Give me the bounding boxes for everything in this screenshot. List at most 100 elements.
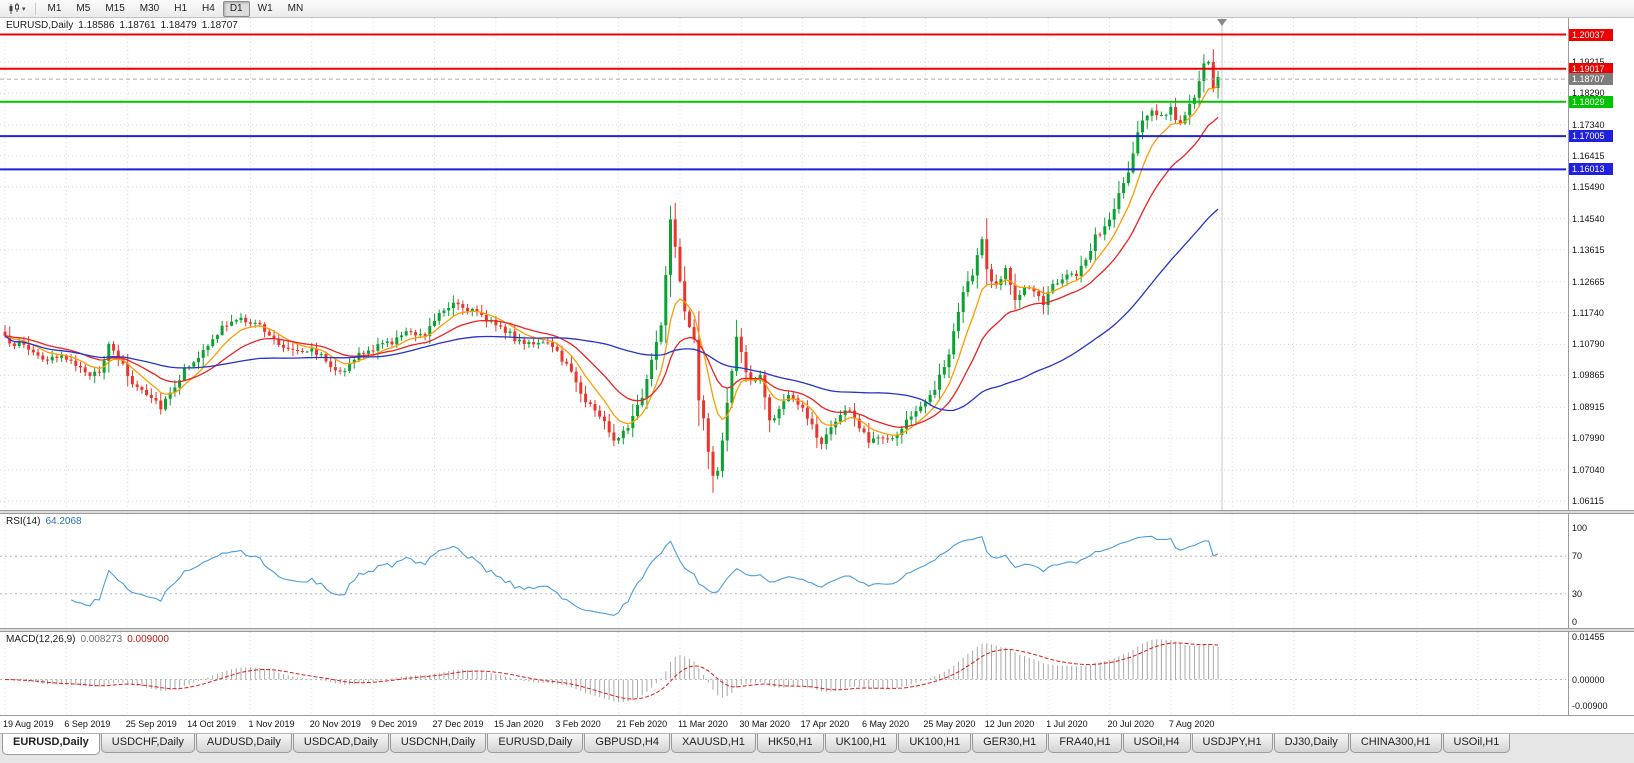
price-axis-tick: 1.19215 (1572, 57, 1605, 67)
chart-tab-hk50-h1[interactable]: HK50,H1 (756, 734, 824, 753)
rsi-plot (0, 514, 1566, 628)
price-axis-tick: 1.16415 (1572, 150, 1605, 161)
chart-type-dropdown[interactable]: ▾ (3, 1, 30, 17)
chart-shift-marker[interactable] (1217, 19, 1227, 26)
price-axis-tick: 1.17340 (1572, 119, 1605, 130)
rsi-label: RSI(14) 64.2068 (6, 516, 87, 527)
timeframe-button-m5[interactable]: M5 (69, 1, 97, 17)
hline-price-badge: 1.19017 (1569, 62, 1613, 75)
chart-tab-fra40-h1[interactable]: FRA40,H1 (1048, 734, 1122, 753)
chart-tab-usdcnh-daily[interactable]: USDCNH,Daily (389, 734, 487, 753)
macd-histogram (9, 639, 1219, 703)
chart-tab-dj30-daily[interactable]: DJ30,Daily (1273, 734, 1349, 753)
chart-tab-bar: EURUSD,Daily USDCHF,Daily AUDUSD,Daily USDC… (0, 733, 1634, 763)
price-axis-tick: 1.10790 (1572, 339, 1605, 350)
rsi-axis-tick: 70 (1572, 551, 1583, 562)
legend-close: 1.18707 (201, 20, 238, 31)
timeframe-button-m30[interactable]: M30 (133, 1, 166, 17)
price-axis-tick: 1.07990 (1572, 433, 1605, 444)
hline-price-badge: 1.18029 (1569, 95, 1613, 108)
date-axis-label: 12 Jun 2020 (984, 719, 1035, 729)
price-axis-tick: 1.14540 (1572, 213, 1605, 224)
chart-tab-audusd-daily[interactable]: AUDUSD,Daily (195, 734, 292, 753)
date-axis-label: 6 May 2020 (862, 719, 910, 729)
chart-tab-usdcad-daily[interactable]: USDCAD,Daily (292, 734, 389, 753)
price-axis-tick: 1.09865 (1572, 370, 1605, 381)
chart-tab-usdchf-daily[interactable]: USDCHF,Daily (100, 734, 195, 753)
moving-average-ma-medium (4, 116, 1219, 428)
rsi-indicator-panel[interactable]: RSI(14) 64.2068 (0, 514, 1568, 628)
macd-indicator-panel[interactable]: MACD(12,26,9) 0.008273 0.009000 (0, 632, 1568, 715)
chart-tab-uk100-h1[interactable]: UK100,H1 (898, 734, 972, 753)
candlestick-chart-icon (9, 2, 19, 14)
legend-symbol: EURUSD,Daily (6, 20, 74, 31)
date-axis-label: 25 May 2020 (923, 719, 976, 729)
timeframe-button-m1[interactable]: M1 (41, 1, 69, 17)
price-axis-tick: 1.13615 (1572, 244, 1605, 255)
hline-price-badge: 1.20037 (1569, 28, 1613, 41)
price-axis-tick: 1.12665 (1572, 276, 1605, 287)
timeframe-buttons: M1 M5 M15 M30 H1 H4 D1 W1 MN (41, 0, 311, 17)
panel-splitter[interactable] (0, 628, 1634, 632)
rsi-axis-tick: 0 (1572, 617, 1578, 627)
price-axis-tick: 1.06115 (1572, 496, 1604, 507)
legend-open: 1.18586 (78, 20, 115, 31)
timeframe-button-mn[interactable]: MN (281, 1, 311, 17)
chevron-down-icon: ▾ (22, 5, 26, 13)
chart-tab-gbpusd-h4[interactable]: GBPUSD,H4 (584, 734, 670, 753)
timeframe-button-h1[interactable]: H1 (167, 1, 194, 17)
timeframe-toolbar: ▾ M1 M5 M15 M30 H1 H4 D1 W1 MN (0, 0, 1634, 18)
rsi-axis-tick: 100 (1572, 523, 1588, 533)
price-axis-tick: 1.18290 (1572, 88, 1605, 99)
hline-price-badge: 1.17005 (1569, 130, 1613, 143)
timeframe-button-d1[interactable]: D1 (222, 0, 250, 17)
date-axis-label: 20 Jul 2020 (1107, 719, 1155, 729)
chart-tab-china300-h1[interactable]: CHINA300,H1 (1349, 734, 1442, 753)
date-axis-label: 1 Nov 2019 (248, 719, 295, 729)
timeframe-button-m15[interactable]: M15 (98, 1, 131, 17)
grid (0, 18, 1566, 510)
date-axis-label: 14 Oct 2019 (187, 719, 237, 729)
macd-main-value: 0.008273 (80, 634, 123, 645)
price-axis-tick: 1.07040 (1572, 465, 1605, 476)
chart-tab-eurusd-daily[interactable]: EURUSD,Daily (487, 734, 584, 753)
timeframe-button-h4[interactable]: H4 (195, 1, 222, 17)
chart-tab-xauusd-h1[interactable]: XAUUSD,H1 (670, 734, 756, 753)
price-axis-tick: 1.15490 (1572, 181, 1605, 192)
hline-price-badge: 1.16013 (1569, 163, 1613, 176)
moving-average-ma-slow (4, 208, 1219, 412)
chart-tab-usoil-h4[interactable]: USOil,H4 (1122, 734, 1191, 753)
moving-average-ma-fast (4, 85, 1219, 436)
date-axis-label: 6 Sep 2019 (64, 719, 111, 729)
chart-legend: EURUSD,Daily 1.18586 1.18761 1.18479 1.18707 (6, 20, 243, 31)
main-chart-panel[interactable]: EURUSD,Daily 1.18586 1.18761 1.18479 1.18707 (0, 18, 1568, 510)
macd-axis-tick: -0.00900 (1572, 700, 1608, 711)
date-axis-label: 30 Mar 2020 (739, 719, 790, 729)
chart-tab-usoil-h1[interactable]: USOil,H1 (1442, 734, 1511, 753)
chart-tab-usdjpy-h1[interactable]: USDJPY,H1 (1191, 734, 1273, 753)
price-axis[interactable]: 1.19215 1.18290 1.17340 1.16415 1.15490 1.145… (1568, 18, 1634, 715)
macd-signal-line (4, 642, 1219, 700)
rsi-grid (0, 514, 1566, 628)
chart-tab-eurusd-daily[interactable]: EURUSD,Daily (2, 734, 100, 755)
legend-low: 1.18479 (160, 20, 197, 31)
timeframe-button-w1[interactable]: W1 (251, 1, 280, 17)
rsi-name: RSI(14) (6, 516, 41, 527)
chart-tab-ger30-h1[interactable]: GER30,H1 (972, 734, 1048, 753)
candlesticks (3, 49, 1220, 493)
current-price-badge: 1.18707 (1569, 73, 1613, 86)
date-axis-label: 25 Sep 2019 (125, 719, 177, 729)
date-axis[interactable]: 19 Aug 2019 6 Sep 2019 25 Sep 2019 14 Oct 2… (0, 715, 1634, 733)
date-axis-label: 1 Jul 2020 (1046, 719, 1088, 729)
macd-plot (0, 632, 1566, 715)
macd-axis-tick: 0.00000 (1572, 674, 1605, 685)
date-axis-label: 27 Dec 2019 (432, 719, 484, 729)
date-axis-label: 21 Feb 2020 (616, 719, 668, 729)
chart-tab-uk100-h1[interactable]: UK100,H1 (824, 734, 898, 753)
macd-signal-value: 0.009000 (127, 634, 169, 645)
date-axis-label: 3 Feb 2020 (555, 719, 601, 729)
rsi-axis-tick: 30 (1572, 588, 1583, 599)
panel-splitter[interactable] (0, 510, 1634, 514)
date-axis-label: 9 Dec 2019 (371, 719, 418, 729)
